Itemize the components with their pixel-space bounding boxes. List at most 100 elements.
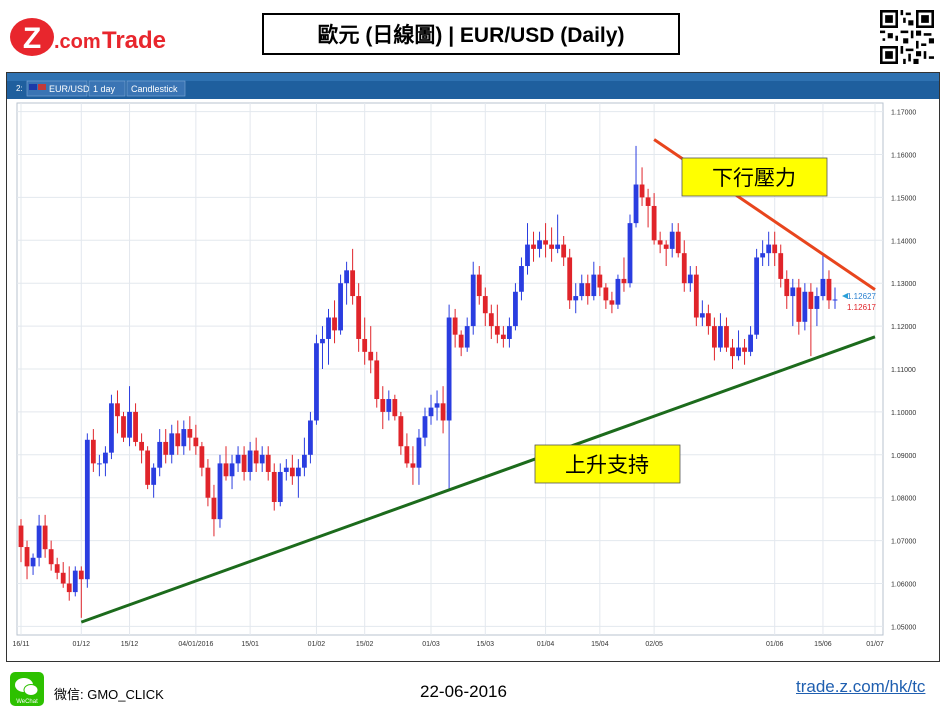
candle-down <box>199 446 205 468</box>
y-tick-label: 1.10000 <box>891 410 916 417</box>
candle-down <box>42 525 48 550</box>
candle-down <box>440 403 446 421</box>
wechat-id: 微信: GMO_CLICK <box>54 687 164 702</box>
candle-up <box>344 270 349 284</box>
y-axis: 1.05000 1.06000 1.07000 1.08000 1.09000 1.100… <box>891 110 916 632</box>
candle-down <box>66 583 72 593</box>
candle-up <box>259 454 265 464</box>
x-axis: 16/11 01/12 15/12 04/01/2016 15/01 01/02 15/02… <box>13 641 884 648</box>
candle-down <box>24 547 30 567</box>
candle-down <box>681 253 687 284</box>
x-tick-label: 15/01 <box>241 641 259 648</box>
candle-down <box>742 347 747 352</box>
candle-down <box>211 497 217 520</box>
candle-up <box>338 283 343 331</box>
candle-down <box>730 347 735 357</box>
x-tick-label: 01/02 <box>308 641 326 648</box>
candle-up <box>235 454 241 464</box>
candle-up <box>320 338 325 344</box>
candle-up <box>573 296 579 301</box>
candle-up <box>301 454 307 468</box>
y-tick-label: 1.15000 <box>891 195 916 202</box>
candle-down <box>48 549 54 565</box>
candle-down <box>163 441 169 455</box>
candle-up <box>579 283 585 297</box>
candle-down <box>724 326 729 348</box>
support-annotation: 上升支持 <box>534 444 681 484</box>
page-title-text: 歐元 (日線圖) | EUR/USD (Daily) <box>317 24 625 47</box>
candle-down <box>826 278 832 301</box>
candle-up <box>386 399 392 412</box>
x-tick-label: 15/03 <box>477 641 495 648</box>
x-tick-label: 04/01/2016 <box>178 641 213 648</box>
resistance-annotation: 下行壓力 <box>681 157 828 197</box>
y-tick-label: 1.16000 <box>891 152 916 159</box>
toolbar-timeframe-button[interactable]: 1 day <box>88 80 126 97</box>
x-tick-label: 01/03 <box>422 641 440 648</box>
toolbar-charttype-button-bg[interactable] <box>126 80 186 97</box>
candle-down <box>778 253 784 279</box>
candle-down <box>78 570 84 580</box>
candle-down <box>663 244 669 249</box>
candle-down <box>115 403 120 417</box>
candle-up <box>416 437 422 468</box>
website-link[interactable]: trade.z.com/hk/tc <box>796 677 926 696</box>
candle-down <box>621 278 627 284</box>
candle-up <box>591 274 597 297</box>
candle-down <box>289 467 295 477</box>
y-tick-label: 1.06000 <box>891 582 916 589</box>
candle-down <box>452 317 458 335</box>
candle-down <box>675 231 681 254</box>
candle-down <box>561 244 567 258</box>
candle-down <box>458 334 464 348</box>
candle-up <box>507 326 512 339</box>
candle-down <box>531 244 536 249</box>
x-tick-label: 01/07 <box>866 641 884 648</box>
candle-up <box>464 326 470 348</box>
candle-down <box>175 433 181 447</box>
y-tick-label: 1.08000 <box>891 496 916 503</box>
candle-down <box>705 313 711 327</box>
candle-up <box>446 317 452 421</box>
candle-up <box>151 467 157 485</box>
candle-down <box>332 317 337 331</box>
candle-down <box>784 278 790 297</box>
candle-down <box>609 300 615 305</box>
candle-up <box>295 467 301 477</box>
candle-down <box>476 274 482 297</box>
candle-up <box>513 291 518 327</box>
brand-logo-com: .com <box>54 31 101 53</box>
wechat-icon-bubble-small <box>23 684 39 696</box>
candle-up <box>736 347 741 357</box>
candle-down <box>356 296 362 339</box>
resistance-label-box <box>681 157 828 197</box>
candle-up <box>555 244 561 249</box>
x-tick-label: 01/12 <box>73 641 91 648</box>
candle-down <box>772 244 778 254</box>
candle-down <box>18 525 24 548</box>
brand-logo: Z .com Trade <box>10 18 166 56</box>
toolbar-timeframe-button-bg[interactable] <box>88 80 126 97</box>
candle-up <box>84 439 90 580</box>
candle-up <box>790 287 796 297</box>
x-tick-label: 15/12 <box>121 641 139 648</box>
bid-price-label: 1.12617 <box>847 303 876 312</box>
candle-up <box>669 231 675 249</box>
toolbar-charttype-button[interactable]: Candlestick <box>126 80 186 97</box>
candle-down <box>639 184 645 198</box>
candle-down <box>645 197 651 206</box>
eu-flag-icon <box>29 84 37 90</box>
report-date: 22-06-2016 <box>420 682 507 701</box>
candle-up <box>766 244 772 254</box>
resistance-label: 下行壓力 <box>712 166 796 190</box>
candle-up <box>633 184 639 224</box>
candle-up <box>103 452 108 464</box>
x-tick-label: 01/06 <box>766 641 784 648</box>
toolbar-symbol-button[interactable]: EUR/USD <box>26 80 90 97</box>
candle-down <box>121 416 126 438</box>
candle-up <box>754 257 760 335</box>
ask-price-label: 1.12627 <box>847 292 876 301</box>
price-marker-arrow <box>842 293 848 299</box>
candle-up <box>802 291 808 322</box>
x-tick-label: 02/05 <box>645 641 663 648</box>
